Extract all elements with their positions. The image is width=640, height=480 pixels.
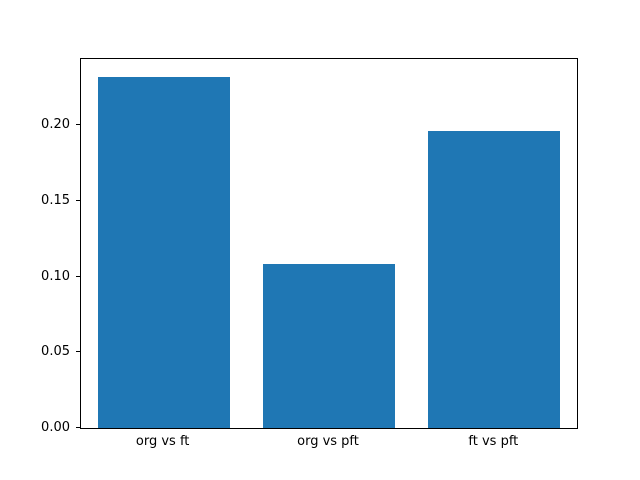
y-tick-label: 0.10 — [41, 268, 70, 284]
x-tick-label: org vs pft — [297, 434, 359, 449]
y-tick-mark — [76, 427, 80, 428]
bar-org-vs-pft — [262, 264, 396, 428]
y-tick-label: 0.15 — [41, 192, 70, 208]
y-tick-label: 0.00 — [41, 420, 70, 435]
y-tick-mark — [76, 275, 80, 277]
bar-org-vs-ft — [97, 76, 230, 428]
bar-ft-vs-pft — [428, 131, 561, 428]
y-tick-mark — [76, 199, 80, 201]
y-tick-label: 0.20 — [41, 117, 70, 133]
x-tick-label: org vs ft — [135, 434, 190, 449]
y-tick-mark — [76, 124, 80, 126]
plot-area — [80, 58, 578, 429]
y-tick-mark — [76, 351, 80, 353]
y-tick-label: 0.05 — [41, 344, 70, 360]
x-tick-label: ft vs pft — [468, 434, 519, 449]
